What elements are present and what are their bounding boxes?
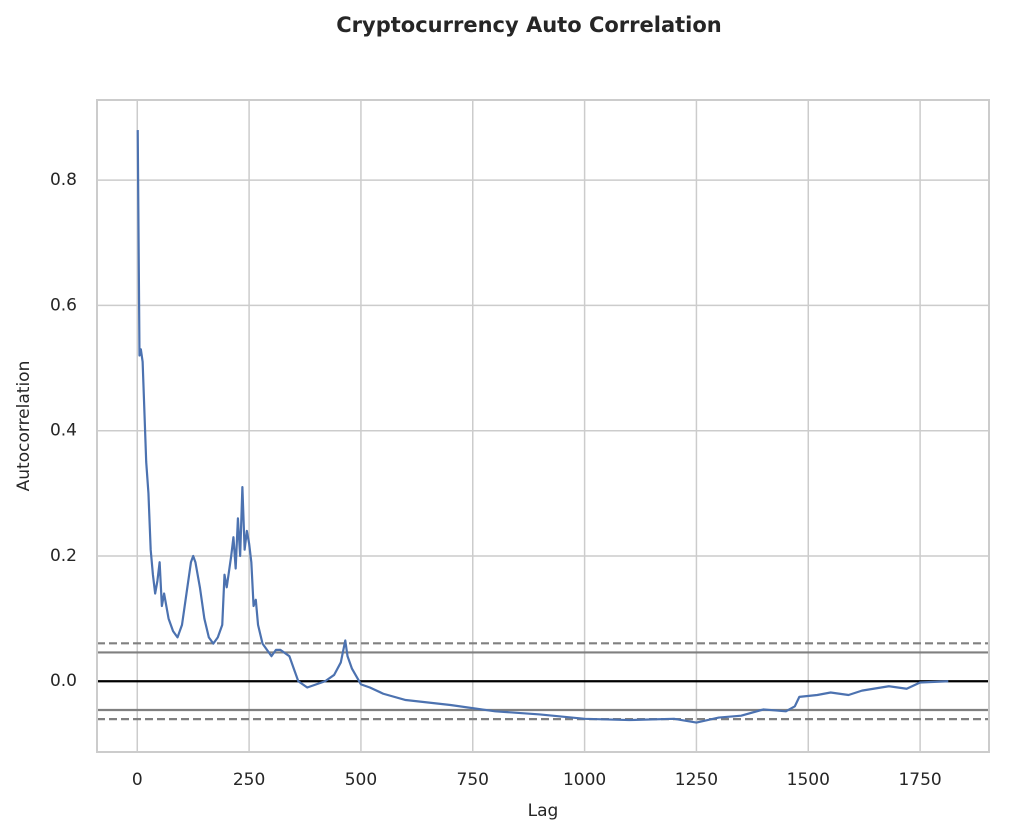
plot-frame — [96, 99, 990, 753]
x-tick-label: 1250 — [675, 770, 718, 790]
data-line — [136, 130, 949, 724]
x-tick-label: 1000 — [563, 770, 606, 790]
x-tick-label: 750 — [457, 770, 489, 790]
x-tick-label: 0 — [132, 770, 143, 790]
y-tick-label: 0.8 — [50, 170, 77, 190]
y-axis-label: Autocorrelation — [14, 361, 34, 492]
x-tick-label: 500 — [345, 770, 377, 790]
y-tick-label: 0.6 — [50, 295, 77, 315]
x-tick-label: 1750 — [898, 770, 941, 790]
y-tick-label: 0.2 — [50, 546, 77, 566]
y-tick-label: 0.4 — [50, 421, 77, 441]
x-axis-label: Lag — [528, 801, 559, 821]
y-tick-label: 0.0 — [50, 671, 77, 691]
x-tick-label: 250 — [233, 770, 265, 790]
x-tick-label: 1500 — [787, 770, 830, 790]
chart-title: Cryptocurrency Auto Correlation — [336, 13, 721, 37]
